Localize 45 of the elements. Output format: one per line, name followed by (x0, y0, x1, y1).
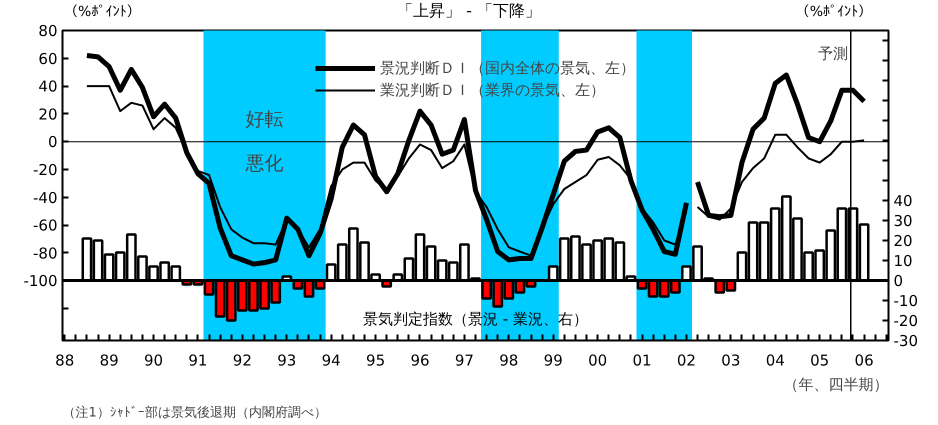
x-tick-label: 95 (366, 352, 386, 370)
chart-title: 「上昇」 - 「下降」 (397, 1, 541, 20)
y-tick-label: -60 (33, 216, 58, 235)
y-tick-label: 80 (38, 22, 58, 40)
annotation: 好転 (246, 108, 284, 131)
y-tick-label: 20 (38, 105, 58, 124)
x-tick-label: 90 (144, 352, 164, 370)
x-tick-label: 03 (721, 352, 740, 370)
x-tick-label: 94 (322, 352, 341, 370)
x-tick-label: 93 (277, 352, 296, 370)
x-tick-label: 88 (55, 352, 74, 370)
y-tick-label: 0 (48, 133, 58, 152)
x-tick-label: 96 (410, 352, 430, 370)
y2-axis-title: （%ﾎﾟｲﾝﾄ） (796, 3, 872, 22)
y-tick-label: 40 (38, 78, 58, 96)
y2-tick-label: -10 (894, 292, 918, 310)
y2-tick-label: 0 (894, 272, 904, 290)
y2-tick-label: -30 (894, 332, 918, 350)
y-tick-label: -20 (33, 161, 58, 180)
y2-tick-label: 20 (894, 232, 913, 250)
x-tick-label: 98 (499, 352, 518, 370)
y2-tick-label: 40 (894, 192, 913, 210)
text: （注1）ｼｬﾄﾞｰ部は景気後退期（内閣府調べ） (62, 404, 327, 420)
y2-tick-label: 30 (894, 212, 913, 230)
ref-line-label: 予測 (818, 44, 848, 62)
y-tick-label: -40 (33, 188, 58, 207)
y2-tick-label: 10 (894, 252, 913, 270)
x-tick-label: 01 (632, 352, 652, 370)
x-axis-title: （年、四半期） (784, 376, 888, 394)
x-tick-label: 05 (810, 352, 830, 370)
x-tick-label: 00 (588, 352, 608, 370)
x-tick-label: 04 (766, 352, 785, 370)
x-tick-label: 91 (188, 352, 208, 370)
x-tick-label: 06 (854, 352, 874, 370)
y-tick-label: -100 (23, 272, 58, 290)
annotation: 悪化 (244, 152, 284, 175)
x-tick-label: 89 (100, 352, 119, 370)
x-tick-label: 99 (544, 352, 563, 370)
x-tick-label: 02 (676, 352, 696, 370)
y-axis-title: （%ﾎﾟｲﾝﾄ） (64, 3, 140, 22)
y2-tick-label: -20 (894, 312, 918, 330)
x-tick-label: 97 (454, 352, 474, 370)
x-tick-label: 92 (232, 352, 252, 370)
y-tick-label: 60 (38, 50, 58, 68)
y-tick-label: -80 (33, 244, 58, 262)
